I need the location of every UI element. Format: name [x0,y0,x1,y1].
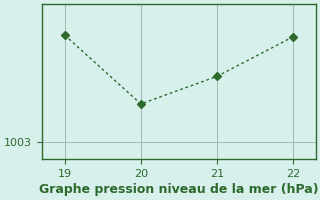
X-axis label: Graphe pression niveau de la mer (hPa): Graphe pression niveau de la mer (hPa) [39,183,319,196]
